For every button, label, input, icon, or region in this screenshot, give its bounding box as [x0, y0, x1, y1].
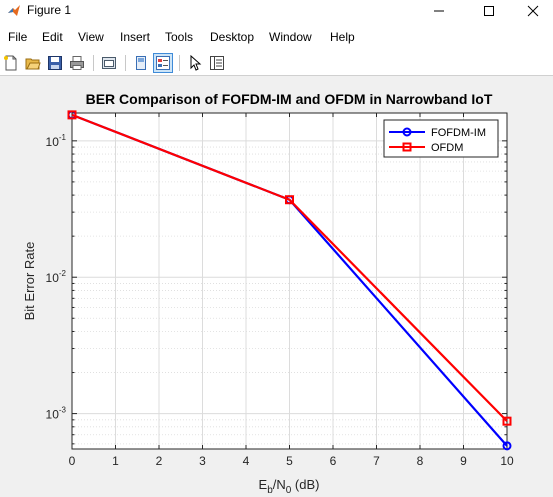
legend-label: FOFDM-IM	[431, 127, 486, 139]
legend-marker-circle	[402, 127, 412, 137]
menu-insert[interactable]: Insert	[120, 30, 151, 44]
x-tick-label: 9	[460, 454, 467, 468]
menu-edit[interactable]: Edit	[42, 30, 63, 44]
print-button[interactable]	[67, 53, 87, 73]
legend-entry-ofdm: OFDM	[389, 142, 463, 154]
legend-label: OFDM	[431, 142, 463, 154]
series-line-ofdm[interactable]	[71, 113, 508, 422]
save-button[interactable]	[45, 53, 65, 73]
grid	[72, 113, 507, 449]
x-tick-label: 10	[500, 454, 514, 468]
menu-window[interactable]: Window	[269, 30, 312, 44]
menu-file[interactable]: File	[8, 30, 28, 44]
toolbar-separator	[93, 55, 94, 71]
matlab-icon	[8, 5, 20, 16]
menu-tools[interactable]: Tools	[165, 30, 194, 44]
y-tick-label: 10-1	[46, 133, 67, 149]
window-title: Figure 1	[27, 3, 72, 17]
minimize-icon	[434, 10, 444, 12]
property-inspector-button[interactable]	[207, 53, 227, 73]
legend-entry-fofdm-im: FOFDM-IM	[389, 127, 486, 139]
figure-canvas[interactable]: 0 1 2 3 4 5 6 7 8 9 10 10-1 10-2 10-3 BER Comparison …	[0, 76, 553, 497]
show-plot-tools-button[interactable]	[153, 53, 173, 73]
link-plot-icon	[102, 57, 116, 69]
menu-bar: File Edit View Insert Tools Desktop Wind…	[0, 27, 553, 47]
y-tick-label: 10-3	[46, 406, 67, 422]
chart-title: BER Comparison of FOFDM-IM and OFDM in N…	[86, 91, 493, 107]
x-tick-label: 3	[199, 454, 206, 468]
maximize-icon	[484, 6, 494, 16]
hide-plot-tools-icon	[136, 56, 146, 70]
maximize-button[interactable]	[466, 0, 512, 22]
menu-desktop[interactable]: Desktop	[210, 30, 255, 44]
open-file-icon	[25, 58, 41, 70]
edit-plot-icon	[190, 55, 202, 71]
data-point-ofdm[interactable]	[502, 416, 512, 426]
toolbar-divider	[0, 75, 553, 76]
x-tick-label: 8	[417, 454, 424, 468]
legend[interactable]: FOFDM-IM OFDM	[383, 119, 499, 158]
save-icon	[48, 56, 62, 70]
y-tick-label: 10-2	[46, 269, 67, 285]
property-inspector-icon	[210, 56, 224, 70]
toolbar-separator	[179, 55, 180, 71]
x-tick-label: 0	[69, 454, 76, 468]
new-figure-icon	[4, 55, 17, 71]
edit-plot-button[interactable]	[185, 53, 205, 73]
data-point-ofdm[interactable]	[67, 110, 77, 120]
hide-plot-tools-button[interactable]	[131, 53, 151, 73]
toolbar	[0, 50, 553, 75]
x-axis-label: Eb/N0 (dB)	[259, 477, 320, 496]
close-button[interactable]	[513, 0, 553, 22]
series	[67, 110, 512, 451]
close-icon	[527, 5, 539, 17]
new-figure-button[interactable]	[1, 53, 21, 73]
menu-help[interactable]: Help	[330, 30, 355, 44]
print-icon	[70, 56, 84, 70]
x-tick-label: 4	[243, 454, 250, 468]
legend-marker-square	[402, 142, 412, 152]
y-axis-label: Bit Error Rate	[22, 242, 37, 321]
x-tick-label: 6	[330, 454, 337, 468]
x-tick-label: 2	[156, 454, 163, 468]
data-point-fofdm-im[interactable]	[502, 441, 512, 451]
x-tick-label: 1	[112, 454, 119, 468]
menu-view[interactable]: View	[78, 30, 104, 44]
data-point-ofdm[interactable]	[285, 195, 294, 205]
ticks: 0 1 2 3 4 5 6 7 8 9 10 10-1 10-2 10-3	[46, 113, 514, 468]
open-file-button[interactable]	[23, 53, 43, 73]
minimize-button[interactable]	[416, 0, 462, 22]
show-plot-tools-icon	[156, 56, 170, 70]
plot-svg: 0 1 2 3 4 5 6 7 8 9 10 10-1 10-2 10-3 BER Comparison …	[22, 91, 514, 496]
toolbar-separator	[125, 55, 126, 71]
x-tick-label: 5	[286, 454, 293, 468]
link-plot-button[interactable]	[99, 53, 119, 73]
x-tick-label: 7	[373, 454, 380, 468]
title-bar: Figure 1	[0, 0, 553, 22]
